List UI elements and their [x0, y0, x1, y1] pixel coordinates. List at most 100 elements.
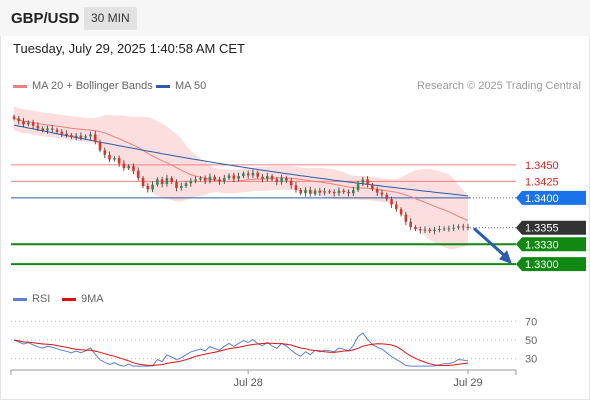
candle: [79, 132, 83, 141]
candle: [395, 201, 398, 212]
candle: [156, 177, 159, 187]
candle: [41, 126, 44, 133]
legend-rsi-ma-label: 9MA: [81, 293, 104, 305]
candle: [194, 176, 197, 184]
candle: [352, 186, 355, 196]
candle: [433, 227, 436, 235]
candle: [337, 187, 341, 196]
candle: [199, 176, 202, 182]
candle: [227, 173, 231, 181]
timeframe-badge[interactable]: 30 MIN: [84, 7, 137, 30]
candle: [418, 226, 422, 234]
candle: [55, 127, 59, 134]
candle: [189, 178, 193, 187]
candle: [27, 120, 30, 127]
candle: [108, 151, 111, 163]
rsi-tick-30: 30: [525, 354, 537, 366]
legend-ma50-label: MA 50: [175, 80, 207, 92]
candle: [323, 188, 326, 196]
bollinger-bands: [14, 106, 468, 250]
candle: [232, 172, 236, 183]
candle: [452, 224, 455, 232]
rsi-ma-swatch: [62, 297, 76, 301]
candle: [280, 174, 283, 185]
candle: [294, 182, 298, 193]
candle: [390, 196, 393, 208]
candle: [170, 176, 174, 185]
candle: [237, 172, 240, 182]
candle: [22, 117, 25, 128]
candle: [65, 130, 68, 138]
ma50-swatch: [156, 84, 170, 88]
candle: [122, 160, 126, 171]
candle: [60, 129, 64, 138]
symbol-title: GBP/USD: [11, 10, 80, 27]
ma20-line: [13, 118, 469, 221]
candle: [184, 181, 188, 188]
rsi-panel: 70 50 30: [11, 316, 537, 367]
candle: [275, 176, 279, 186]
level-tag-1.3300: 1.3300: [516, 257, 586, 272]
legend-ma50: MA 50: [156, 80, 206, 92]
x-axis: Jul 28 Jul 29: [10, 369, 517, 389]
legend-ma20: MA 20 + Bollinger Bands: [13, 80, 153, 92]
svg-text:1.3355: 1.3355: [525, 223, 559, 235]
level-tag-1.3330: 1.3330: [516, 237, 586, 252]
candle: [308, 186, 312, 197]
candle: [328, 189, 331, 194]
candle: [270, 174, 274, 182]
svg-text:1.3330: 1.3330: [525, 239, 559, 251]
candle: [289, 178, 293, 189]
header-bar: GBP/USD 30 MIN: [0, 0, 590, 36]
moving-averages: [13, 118, 469, 221]
candle: [50, 125, 54, 133]
candle: [414, 225, 417, 232]
legend-rsi-ma: 9MA: [62, 293, 104, 305]
candle: [385, 192, 389, 202]
svg-text:1.3300: 1.3300: [525, 259, 559, 271]
candle: [265, 172, 269, 182]
candle: [313, 188, 317, 196]
candle: [447, 225, 451, 232]
candle: [461, 223, 465, 231]
candle: [251, 169, 255, 179]
candle: [12, 114, 16, 121]
svg-text:1.3400: 1.3400: [525, 193, 559, 205]
candle: [442, 226, 446, 232]
candle: [242, 171, 245, 179]
candle: [222, 174, 226, 185]
level-label-1.3425: 1.3425: [525, 176, 559, 188]
candle: [208, 173, 212, 184]
candle: [46, 125, 49, 134]
datetime-label: Tuesday, July 29, 2025 1:40:58 AM CET: [13, 41, 245, 56]
level-tag-1.3400: 1.3400: [516, 190, 586, 205]
level-label-1.3450: 1.3450: [525, 160, 559, 172]
candle: [380, 189, 384, 198]
price-levels: [11, 164, 516, 266]
candle: [342, 188, 346, 194]
candle: [136, 167, 140, 181]
candle: [17, 115, 21, 125]
candle: [246, 170, 250, 179]
candle: [31, 119, 35, 130]
candle: [151, 181, 154, 192]
legend-ma20-label: MA 20 + Bollinger Bands: [32, 80, 153, 92]
candle: [438, 225, 441, 233]
candle: [399, 207, 403, 217]
candle: [366, 176, 369, 188]
candle: [361, 176, 365, 187]
candle: [457, 224, 460, 230]
candle: [347, 189, 350, 197]
rsi-tick-50: 50: [525, 335, 537, 347]
rsi-tick-70: 70: [525, 316, 537, 328]
ma20-swatch: [13, 84, 27, 88]
candle: [423, 226, 427, 234]
forecast-arrow-shaft: [473, 227, 505, 257]
candle: [165, 174, 169, 187]
x-tick-label: Jul 29: [453, 377, 482, 389]
bollinger-band-area: [14, 106, 468, 250]
candle: [213, 174, 217, 182]
x-tick-label: Jul 28: [233, 377, 262, 389]
candle: [179, 182, 183, 191]
